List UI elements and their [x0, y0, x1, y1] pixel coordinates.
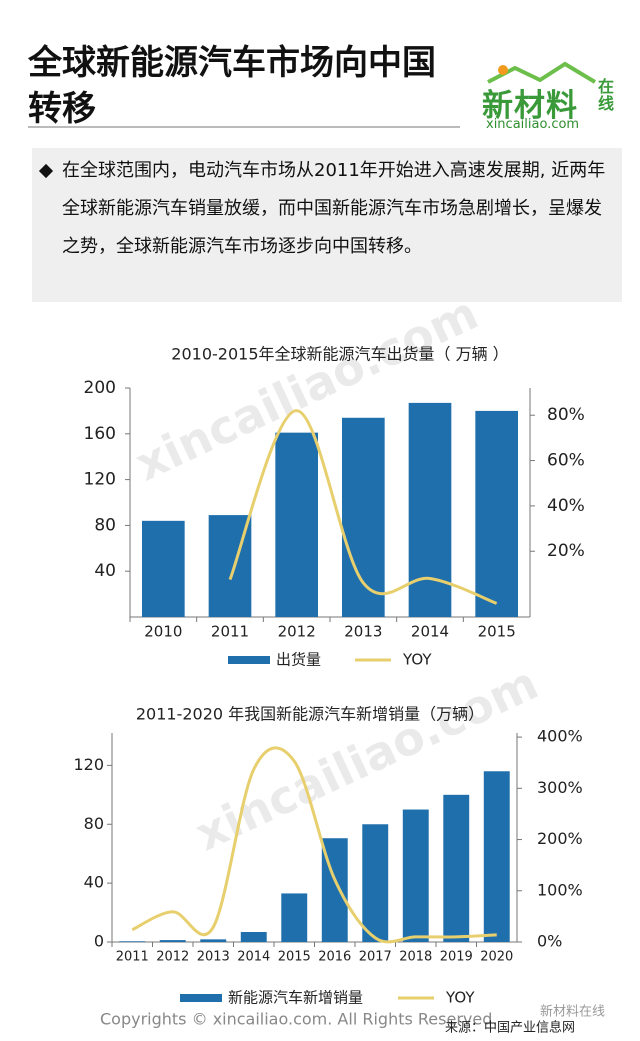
y-tick-label: 0: [94, 932, 104, 951]
y2-tick-label: 200%: [537, 829, 583, 848]
y2-tick-label: 400%: [537, 727, 583, 746]
y-tick-label: 160: [84, 424, 116, 444]
source: 来源：中国产业信息网: [445, 1020, 575, 1036]
wechat: 新材料在线: [540, 1004, 605, 1020]
legend-swatch: [180, 994, 222, 1002]
x-tick-label: 2019: [440, 950, 473, 965]
slide-title: 全球新能源汽车市场向中国转移: [28, 43, 436, 129]
bullet-text: 在全球范围内，电动汽车市场从2011年开始进入高速发展期, 近两年全球新能源汽车…: [62, 160, 606, 257]
logo-name: 新材料: [482, 88, 578, 124]
bar: [342, 417, 385, 617]
x-tick-label: 2015: [478, 623, 516, 641]
y2-tick-label: 60%: [547, 451, 585, 471]
x-tick-label: 2012: [278, 623, 316, 641]
y2-tick-label: 20%: [547, 541, 585, 561]
y-tick-label: 120: [84, 470, 116, 490]
x-tick-label: 2014: [411, 623, 449, 641]
y-tick-label: 200: [84, 378, 116, 398]
x-tick-label: 2016: [318, 950, 351, 965]
legend-label: 出货量: [276, 651, 321, 669]
x-tick-label: 2018: [399, 950, 432, 965]
y-tick-label: 40: [84, 873, 104, 892]
y-tick-label: 40: [94, 561, 116, 581]
x-tick-label: 2010: [144, 623, 182, 641]
x-tick-label: 2015: [278, 950, 311, 965]
bar: [142, 520, 185, 617]
bar: [119, 941, 146, 942]
chart-title: 2011-2020 年我国新能源汽车新增销量（万辆）: [136, 705, 484, 724]
bar: [443, 794, 470, 942]
bar: [159, 940, 186, 942]
x-tick-label: 2013: [197, 950, 230, 965]
bar: [240, 931, 267, 942]
bar: [281, 893, 308, 942]
logo-sun: [498, 65, 508, 75]
bar: [200, 939, 227, 942]
bar: [362, 824, 389, 942]
legend-swatch: [228, 656, 270, 664]
bar: [402, 809, 429, 942]
chart-title: 2010-2015年全球新能源汽车出货量（ 万辆 ）: [171, 345, 508, 364]
bar: [275, 432, 318, 617]
bar: [475, 410, 518, 617]
legend-label: 新能源汽车新增销量: [228, 989, 363, 1007]
y-tick-label: 120: [73, 755, 104, 774]
y2-tick-label: 40%: [547, 496, 585, 516]
bullet-box: [32, 148, 622, 302]
y2-tick-label: 100%: [537, 880, 583, 899]
x-tick-label: 2011: [211, 623, 249, 641]
x-tick-label: 2020: [480, 950, 513, 965]
x-tick-label: 2012: [156, 950, 189, 965]
copyright: Copyrights © xincailiao.com. All Rights …: [100, 1010, 497, 1029]
line: [131, 746, 497, 944]
x-tick-label: 2014: [237, 950, 270, 965]
logo-site: xincailiao.com: [486, 117, 580, 132]
title-rule: [28, 126, 460, 128]
x-tick-label: 2011: [116, 950, 149, 965]
logo-tag: 在线: [598, 77, 615, 113]
legend-label: YOY: [402, 651, 432, 669]
y2-tick-label: 300%: [537, 778, 583, 797]
y-tick-label: 80: [84, 814, 104, 833]
y2-tick-label: 80%: [547, 405, 585, 425]
y2-tick-label: 0%: [537, 932, 562, 951]
y-tick-label: 80: [94, 515, 116, 535]
bar: [483, 771, 510, 942]
x-tick-label: 2013: [344, 623, 382, 641]
line: [228, 409, 498, 605]
bar: [408, 402, 452, 617]
legend-label: YOY: [445, 989, 475, 1007]
x-tick-label: 2017: [359, 950, 392, 965]
